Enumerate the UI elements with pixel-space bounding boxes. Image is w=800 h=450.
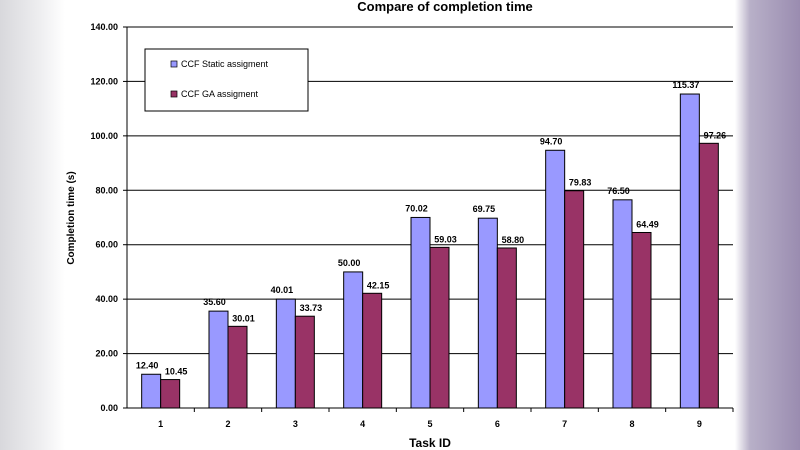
bar-ga bbox=[362, 292, 383, 409]
y-axis-label: Completion time (s) bbox=[66, 171, 77, 264]
data-label: 35.60 bbox=[203, 297, 226, 307]
y-tick-label: 140.00 bbox=[90, 22, 118, 32]
y-tick-label: 80.00 bbox=[95, 185, 118, 195]
y-tick-label: 0.00 bbox=[100, 403, 118, 413]
data-label: 40.01 bbox=[271, 285, 294, 295]
data-label: 30.01 bbox=[232, 313, 255, 323]
data-label: 12.40 bbox=[136, 360, 159, 370]
bar-ga bbox=[564, 190, 585, 409]
bar-static bbox=[612, 199, 633, 409]
data-label: 69.75 bbox=[473, 204, 496, 214]
legend-label-ga: CCF GA assigment bbox=[181, 89, 259, 99]
bar-ga bbox=[429, 246, 450, 409]
bar-static bbox=[679, 93, 700, 409]
bar-ga bbox=[631, 231, 652, 409]
y-tick-label: 60.00 bbox=[95, 240, 118, 250]
data-label: 97.26 bbox=[704, 130, 727, 140]
x-tick-label: 9 bbox=[697, 419, 702, 429]
x-tick-label: 1 bbox=[158, 419, 163, 429]
x-tick-label: 2 bbox=[225, 419, 230, 429]
data-label: 79.83 bbox=[569, 178, 592, 188]
data-label: 115.37 bbox=[672, 80, 699, 90]
x-tick-label: 3 bbox=[293, 419, 298, 429]
legend-swatch-static bbox=[170, 60, 178, 68]
x-tick-label: 4 bbox=[360, 419, 365, 429]
data-label: 59.03 bbox=[434, 234, 457, 244]
x-tick-label: 7 bbox=[562, 419, 567, 429]
bar-ga bbox=[698, 142, 719, 409]
x-tick-label: 8 bbox=[629, 419, 634, 429]
bar-static bbox=[343, 271, 364, 409]
bar-static bbox=[477, 217, 498, 409]
bar-static bbox=[141, 373, 162, 409]
bar-static bbox=[275, 298, 296, 409]
bar-static bbox=[410, 216, 431, 409]
bar-static bbox=[545, 149, 566, 409]
x-tick-label: 5 bbox=[427, 419, 432, 429]
data-label: 94.70 bbox=[540, 136, 563, 146]
data-label: 70.02 bbox=[405, 203, 428, 213]
legend-swatch-ga bbox=[170, 90, 178, 98]
data-label: 33.73 bbox=[300, 303, 323, 313]
data-label: 10.45 bbox=[165, 367, 188, 377]
data-label: 50.00 bbox=[338, 258, 361, 268]
y-tick-label: 40.00 bbox=[95, 294, 118, 304]
data-label: 58.80 bbox=[502, 235, 525, 245]
data-label: 64.49 bbox=[636, 219, 659, 229]
bar-ga bbox=[496, 247, 517, 409]
y-tick-label: 100.00 bbox=[90, 131, 118, 141]
legend: CCF Static assigment CCF GA assigment bbox=[144, 48, 309, 112]
y-tick-label: 20.00 bbox=[95, 349, 118, 359]
bar-ga bbox=[227, 325, 248, 409]
chart-title: Compare of completion time bbox=[357, 0, 533, 14]
bar-ga bbox=[160, 379, 181, 409]
x-axis-label: Task ID bbox=[409, 436, 451, 450]
bar-static bbox=[208, 310, 229, 409]
data-label: 76.50 bbox=[607, 186, 630, 196]
y-tick-label: 120.00 bbox=[90, 76, 118, 86]
legend-label-static: CCF Static assigment bbox=[181, 59, 269, 69]
x-tick-label: 6 bbox=[495, 419, 500, 429]
data-label: 42.15 bbox=[367, 280, 390, 290]
bar-ga bbox=[294, 315, 315, 409]
